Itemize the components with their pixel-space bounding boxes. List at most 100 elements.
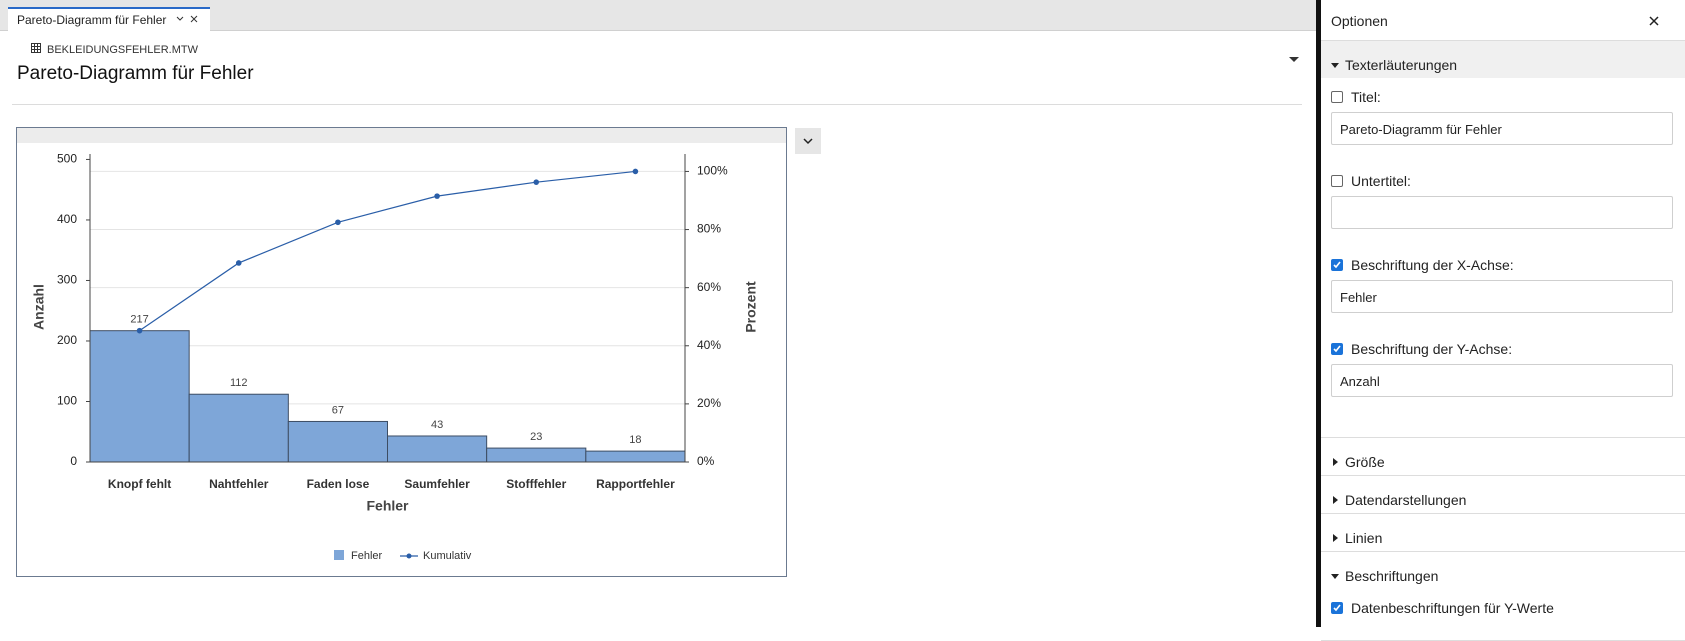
y-tick-label: 0: [70, 454, 77, 468]
checkbox[interactable]: [1331, 91, 1343, 103]
option-field: Beschriftung der X-Achse: Fehler: [1321, 246, 1685, 330]
chevron: [803, 138, 813, 145]
section-header[interactable]: Datendarstellungen: [1321, 476, 1685, 513]
chart-header: [17, 128, 786, 143]
x-axis-title: Fehler: [366, 498, 409, 514]
checkbox-row: Datenbeschriftungen für Y-Werte: [1331, 593, 1675, 623]
chart-menu-button[interactable]: [795, 128, 821, 154]
y2-tick-label: 40%: [697, 338, 721, 352]
checkbox[interactable]: [1331, 259, 1343, 271]
panel-header: Optionen: [1321, 0, 1685, 41]
legend-swatch: [334, 550, 344, 560]
x-tick-label: Stofffehler: [506, 477, 566, 491]
worksheet-name: BEKLEIDUNGSFEHLER.MTW: [31, 43, 198, 56]
check-mark: [1333, 261, 1341, 269]
checkbox-label: Beschriftung der Y-Achse:: [1351, 341, 1513, 357]
checkbox[interactable]: [1331, 602, 1343, 614]
output-title: Pareto-Diagramm für Fehler: [17, 63, 254, 84]
text-input[interactable]: Fehler: [1331, 280, 1673, 313]
y2-tick-label: 60%: [697, 280, 721, 294]
checkbox-label: Titel:: [1351, 89, 1381, 105]
data-label: 18: [629, 434, 641, 446]
data-label: 67: [332, 404, 344, 416]
cumulative-point: [136, 327, 143, 334]
expand-arrow: [1333, 496, 1338, 504]
bar: [188, 393, 289, 463]
section-label: Texterläuterungen: [1345, 57, 1458, 73]
legend-label: Kumulativ: [423, 550, 472, 562]
y2-tick-label: 100%: [697, 164, 728, 178]
cumulative-point: [434, 193, 440, 199]
data-label: 217: [130, 314, 148, 326]
bar: [486, 447, 587, 463]
expand-arrow: [1333, 458, 1338, 466]
section-header[interactable]: Texterläuterungen: [1321, 41, 1685, 78]
divider: [1316, 0, 1321, 627]
bar: [585, 450, 686, 463]
close-button[interactable]: [1649, 16, 1659, 26]
y2-axis-title: Prozent: [743, 281, 759, 333]
file-name: BEKLEIDUNGSFEHLER.MTW: [47, 44, 198, 56]
section-label: Datendarstellungen: [1345, 492, 1467, 508]
tab-bar: [0, 0, 1318, 31]
check-mark: [1333, 604, 1341, 612]
checkbox-row: Beschriftung der X-Achse:: [1331, 250, 1675, 280]
expand-arrow: [1333, 534, 1338, 542]
option-field: Beschriftung der Y-Achse: Anzahl: [1321, 330, 1685, 437]
section-label: Größe: [1345, 454, 1385, 470]
bar: [387, 435, 488, 463]
tab-icons[interactable]: [176, 14, 200, 24]
section-header[interactable]: Größe: [1321, 438, 1685, 475]
data-label: 43: [431, 419, 443, 431]
expand-arrow: [1331, 63, 1339, 68]
tab-title: Pareto-Diagramm für Fehler: [17, 13, 167, 27]
y-tick-label: 100: [57, 394, 77, 408]
checkbox[interactable]: [1331, 175, 1343, 187]
options-section: Beschriftungen Datenbeschriftungen für Y-…: [1321, 552, 1685, 641]
expand-arrow: [1331, 574, 1339, 579]
bar: [287, 420, 389, 463]
checkbox-row: Beschriftung der Y-Achse:: [1331, 334, 1675, 364]
y-axis-title: Anzahl: [31, 284, 47, 330]
options-section: Linien: [1321, 514, 1685, 552]
chart: 0% 20% 40% 60% 80% 100% 0 100 200 300 400 500 217 112…: [16, 127, 821, 577]
y2-tick-label: 0%: [697, 454, 715, 468]
checkbox-label: Datenbeschriftungen für Y-Werte: [1351, 600, 1554, 616]
cumulative-point: [533, 179, 540, 185]
option-field: Untertitel:: [1321, 162, 1685, 246]
section-header[interactable]: Beschriftungen: [1321, 552, 1685, 589]
legend-label: Fehler: [351, 550, 383, 562]
checkbox[interactable]: [1331, 343, 1343, 355]
options-section: Größe: [1321, 438, 1685, 476]
option-field: Titel: Pareto-Diagramm für Fehler: [1321, 78, 1685, 162]
section-header[interactable]: Linien: [1321, 514, 1685, 551]
y-tick-label: 400: [57, 212, 77, 226]
x-tick-label: Faden lose: [307, 477, 370, 491]
tab[interactable]: Pareto-Diagramm für Fehler: [8, 7, 210, 31]
text-input[interactable]: [1331, 196, 1673, 229]
y-tick-label: 300: [57, 273, 77, 287]
separator: [12, 104, 1302, 105]
x-tick-label: Rapportfehler: [596, 477, 675, 491]
y2-tick-label: 20%: [697, 396, 721, 410]
checkbox-label: Untertitel:: [1351, 173, 1411, 189]
cumulative-line: [139, 170, 636, 332]
x-tick-label: Nahtfehler: [209, 477, 269, 491]
bar: [89, 330, 190, 463]
text-input[interactable]: Anzahl: [1331, 364, 1673, 397]
sections: Texterläuterungen Titel: Pareto-Diagramm f…: [1321, 41, 1685, 641]
checkbox-label: Beschriftung der X-Achse:: [1351, 257, 1514, 273]
y-tick-label: 200: [57, 333, 77, 347]
section-label: Linien: [1345, 530, 1383, 546]
data-label: 112: [230, 377, 248, 389]
check-mark: [1333, 345, 1341, 353]
panel-title: Optionen: [1331, 13, 1388, 29]
y2-tick-label: 80%: [697, 222, 721, 236]
option-field: Datenbeschriftungen für Y-Werte: [1321, 589, 1685, 640]
y-tick-label: 500: [57, 152, 77, 166]
text-input[interactable]: Pareto-Diagramm für Fehler: [1331, 112, 1673, 145]
collapse-button[interactable]: [1288, 56, 1300, 64]
options-section: Datendarstellungen: [1321, 476, 1685, 514]
